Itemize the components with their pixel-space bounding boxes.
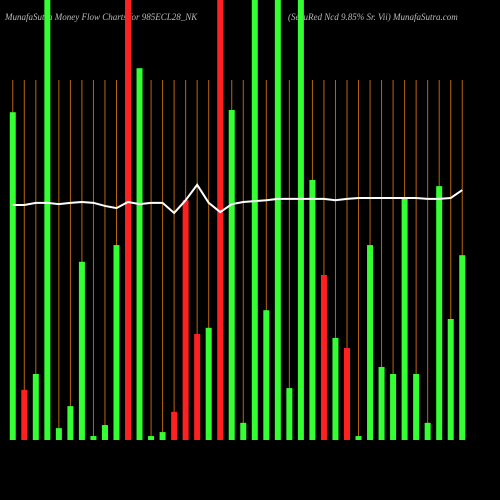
bar (263, 310, 270, 440)
bar (44, 0, 51, 440)
bar (21, 389, 28, 440)
bar (355, 436, 362, 440)
bar (320, 275, 327, 440)
bar (447, 319, 454, 440)
bar (78, 261, 85, 440)
bar (436, 186, 443, 440)
bar (228, 110, 235, 440)
bar (205, 327, 212, 440)
bar (459, 255, 466, 440)
bar (32, 374, 39, 440)
bar (390, 374, 397, 440)
bar (148, 436, 155, 440)
bar (182, 200, 189, 440)
bar (274, 0, 281, 440)
bar (240, 422, 247, 440)
bar (413, 374, 420, 440)
bar (159, 432, 166, 440)
bar (297, 0, 304, 440)
bar (67, 406, 74, 440)
chart-title: MunafaSutra Money Flow Charts for 985ECL… (4, 12, 198, 22)
bar (55, 428, 62, 440)
bar (194, 333, 201, 440)
bar (125, 0, 132, 440)
bar (378, 366, 385, 440)
bar (9, 112, 16, 440)
bar (332, 337, 339, 440)
bar (217, 0, 224, 440)
bar (367, 245, 374, 440)
bar (343, 348, 350, 440)
bar (113, 245, 120, 440)
bar (251, 0, 258, 440)
line (12, 183, 463, 215)
bar (424, 422, 431, 440)
bar (90, 436, 97, 440)
bar (136, 68, 143, 440)
chart-subtitle: (SecuRed Ncd 9.85% Sr. Vii) MunafaSutra.… (288, 12, 458, 22)
bar (286, 388, 293, 440)
bar (101, 425, 108, 440)
bar (171, 411, 178, 440)
bar (309, 179, 316, 440)
bar (401, 197, 408, 440)
